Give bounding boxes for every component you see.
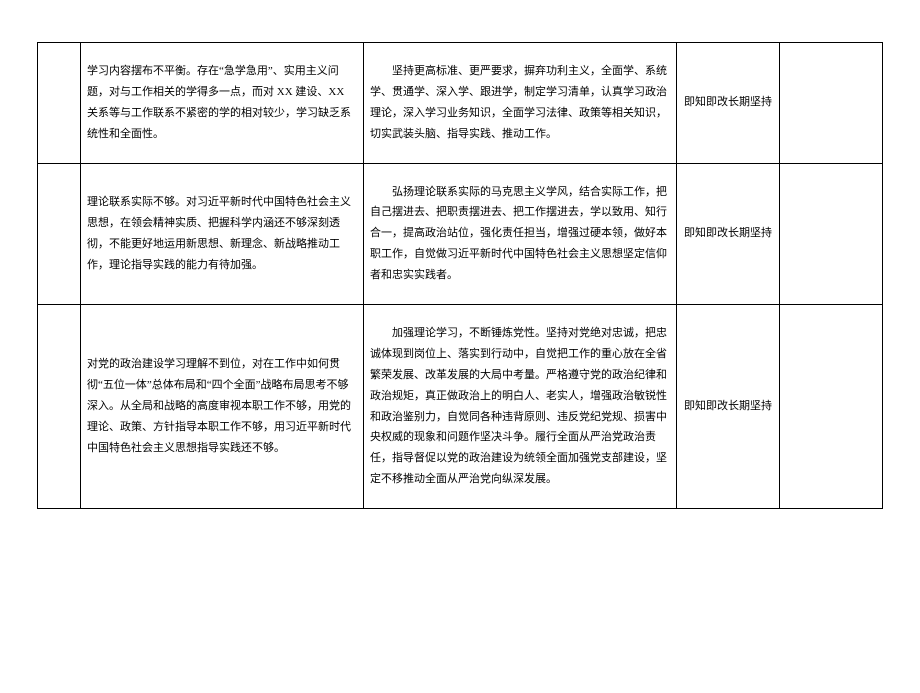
cell-deadline: 即知即改长期坚持 — [677, 163, 780, 304]
cell-measure: 坚持更高标准、更严要求，摒弃功利主义，全面学、系统学、贯通学、深入学、跟进学，制… — [364, 43, 677, 164]
cell-measure: 加强理论学习，不断锤炼党性。坚持对党绝对忠诚，把忠诚体现到岗位上、落实到行动中，… — [364, 305, 677, 509]
cell-index — [38, 163, 81, 304]
table-row: 理论联系实际不够。对习近平新时代中国特色社会主义思想，在领会精神实质、把握科学内… — [38, 163, 883, 304]
cell-index — [38, 305, 81, 509]
cell-index — [38, 43, 81, 164]
cell-remark — [780, 163, 883, 304]
cell-problem: 学习内容摆布不平衡。存在“急学急用”、实用主义问题，对与工作相关的学得多一点，而… — [81, 43, 364, 164]
document-page: 学习内容摆布不平衡。存在“急学急用”、实用主义问题，对与工作相关的学得多一点，而… — [0, 0, 920, 693]
table-row: 对党的政治建设学习理解不到位，对在工作中如何贯彻“五位一体”总体布局和“四个全面… — [38, 305, 883, 509]
cell-problem: 对党的政治建设学习理解不到位，对在工作中如何贯彻“五位一体”总体布局和“四个全面… — [81, 305, 364, 509]
cell-remark — [780, 43, 883, 164]
cell-remark — [780, 305, 883, 509]
cell-measure: 弘扬理论联系实际的马克思主义学风，结合实际工作，把自己摆进去、把职责摆进去、把工… — [364, 163, 677, 304]
cell-deadline: 即知即改长期坚持 — [677, 43, 780, 164]
content-table: 学习内容摆布不平衡。存在“急学急用”、实用主义问题，对与工作相关的学得多一点，而… — [37, 42, 883, 509]
table-row: 学习内容摆布不平衡。存在“急学急用”、实用主义问题，对与工作相关的学得多一点，而… — [38, 43, 883, 164]
cell-deadline: 即知即改长期坚持 — [677, 305, 780, 509]
cell-problem: 理论联系实际不够。对习近平新时代中国特色社会主义思想，在领会精神实质、把握科学内… — [81, 163, 364, 304]
